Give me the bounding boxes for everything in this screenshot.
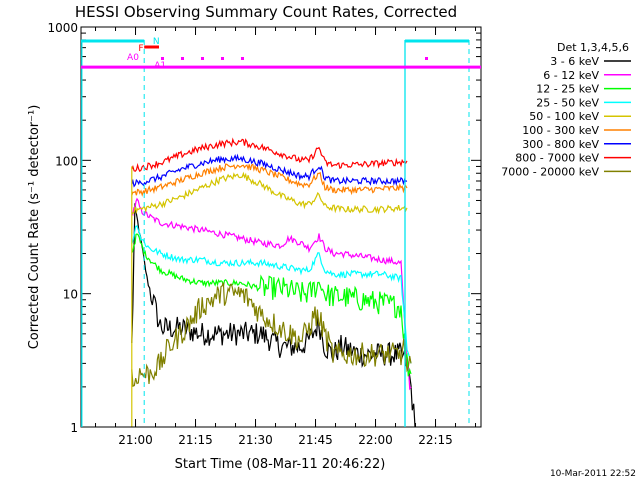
legend-label: 50 - 100 keV [529,110,599,123]
attenuator-a1-dot [221,57,224,60]
flag-label-f: F [138,44,143,54]
series-line [131,137,408,173]
chart-title: HESSI Observing Summary Count Rates, Cor… [75,3,457,21]
series-line [131,163,408,197]
flag-label-a1: A1 [154,61,166,71]
y-tick-label: 100 [55,154,78,168]
attenuator-a1-dot [425,57,428,60]
x-tick-label: 22:00 [358,433,393,447]
x-axis-label: Start Time (08-Mar-11 20:46:22) [175,457,386,472]
series-line [131,197,412,391]
y-tick-label: 1000 [47,21,78,35]
series-line [131,225,412,364]
legend-label: 6 - 12 keV [543,69,599,82]
attenuator-a1-dot [161,57,164,60]
legend-label: 12 - 25 keV [536,83,599,96]
series-line [131,153,408,188]
legend-label: 3 - 6 keV [550,55,599,68]
legend-label: 300 - 800 keV [522,138,599,151]
y-tick-label: 10 [63,288,78,302]
flag-label-n: N [153,37,160,47]
attenuator-a1-dot [241,57,244,60]
legend-label: 100 - 300 keV [522,124,599,137]
plot-frame [80,26,482,428]
attenuator-a1-dot [201,57,204,60]
series-line [131,233,412,377]
attenuator-a1-dot [181,57,184,60]
series-line [131,282,412,387]
legend-label: 25 - 50 keV [536,96,599,109]
y-tick-label: 1 [70,421,78,435]
x-tick-label: 21:45 [298,433,333,447]
x-tick-label: 21:30 [238,433,273,447]
legend-label: 800 - 7000 keV [515,152,599,165]
flag-label-a0: A0 [127,53,139,63]
x-tick-label: 22:15 [418,433,453,447]
series-line [131,171,408,215]
legend-title: Det 1,3,4,5,6 [557,41,629,54]
timestamp: 10-Mar-2011 22:52 [550,469,636,479]
x-tick-label: 21:15 [178,433,213,447]
x-tick-label: 21:00 [118,433,153,447]
legend-label: 7000 - 20000 keV [501,165,599,178]
y-axis-label: Corrected Count Rate (s⁻¹ detector⁻¹) [27,105,42,350]
